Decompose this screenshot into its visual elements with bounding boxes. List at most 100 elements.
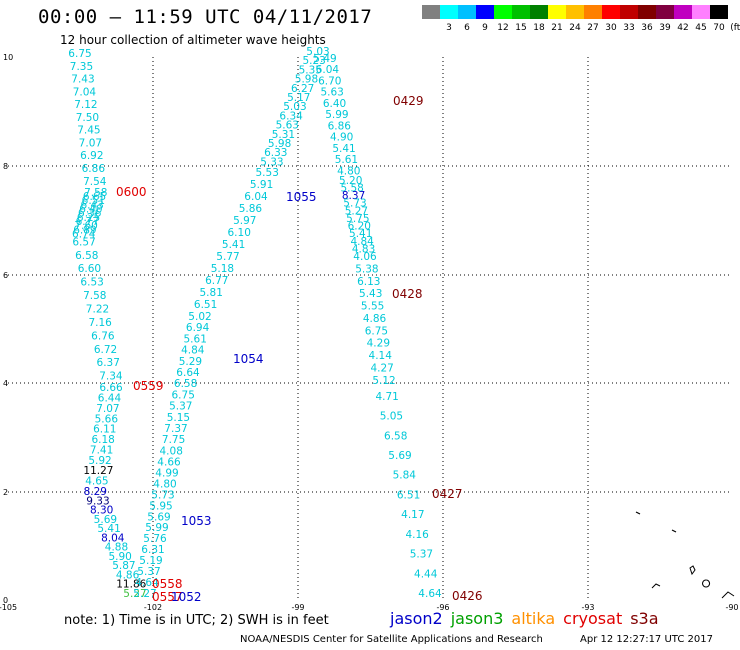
satellite-legend-jason2: jason2 — [390, 609, 443, 628]
wave-height-value: 7.12 — [74, 99, 97, 111]
wave-height-value: 5.03 — [283, 101, 306, 113]
wave-height-value: 4.86 — [116, 569, 140, 581]
legend-tick-label: (ft) — [730, 23, 740, 33]
wave-height-value: 5.23 — [302, 55, 325, 67]
wave-height-value: 8.29 — [84, 486, 107, 498]
pass-time-label: 0427 — [432, 487, 463, 501]
wave-height-value: 5.77 — [216, 251, 239, 263]
wave-height-value: 6.31 — [141, 544, 164, 556]
generated-timestamp: Apr 12 12:27:17 UTC 2017 — [580, 634, 713, 645]
pass-time-label: 1055 — [286, 190, 317, 204]
wave-height-value: 5.27 — [133, 588, 156, 600]
wave-height-value: 5.69 — [388, 450, 411, 462]
wave-height-value: 6.86 — [328, 120, 352, 132]
legend-tick-label: 42 — [677, 23, 689, 33]
footer-note: note: 1) Time is in UTC; 2) SWH is in fe… — [64, 613, 329, 628]
wave-height-value: 7.07 — [79, 137, 102, 149]
legend-tick-label: 30 — [605, 23, 617, 33]
wave-height-value: 7.50 — [76, 112, 99, 124]
map-grid — [8, 57, 732, 600]
wave-height-value: 6.77 — [205, 275, 228, 287]
wave-height-value: 4.64 — [418, 588, 442, 600]
wave-height-value: 6.18 — [91, 434, 114, 446]
wave-height-value: 5.29 — [179, 356, 202, 368]
wave-height-value: 5.90 — [108, 551, 131, 563]
pass-time-label: 0558 — [152, 577, 183, 591]
wave-height-value: 11.86 — [116, 579, 146, 591]
wave-height-value: 7.60 — [74, 220, 97, 232]
legend-swatch — [422, 5, 440, 19]
wave-height-value: 6.77 — [76, 216, 99, 228]
wave-height-value: 6.92 — [80, 150, 103, 162]
wave-height-value: 4.14 — [369, 350, 393, 362]
pass-time-label: 0429 — [393, 94, 424, 108]
wave-height-value: 7.16 — [88, 317, 112, 329]
legend-tick-label: 36 — [641, 23, 653, 33]
wave-height-value: 5.33 — [260, 156, 283, 168]
wave-height-value: 5.76 — [143, 533, 167, 545]
wave-height-value: 5.19 — [139, 555, 162, 567]
wave-height-value: 5.63 — [276, 120, 299, 132]
wave-height-value: 5.41 — [332, 143, 355, 155]
wave-height-value: 5.03 — [306, 46, 329, 58]
wave-height-value: 6.51 — [82, 195, 105, 207]
y-tick-label: 0 — [3, 596, 8, 605]
legend-tick-label: 18 — [533, 23, 545, 33]
legend-swatch — [494, 5, 512, 19]
wave-height-value: 6.57 — [72, 236, 95, 248]
wave-height-value: 6.43 — [80, 199, 103, 211]
legend-swatch — [584, 5, 602, 19]
wave-height-value: 6.75 — [68, 48, 91, 60]
wave-height-value: 5.84 — [393, 470, 417, 482]
wave-height-value: 7.41 — [90, 444, 113, 456]
legend-swatch — [656, 5, 674, 19]
wave-height-value: 5.58 — [340, 182, 363, 194]
wave-height-value: 4.06 — [353, 251, 377, 263]
map-title: 00:00 – 11:59 UTC 04/11/2017 — [38, 6, 373, 28]
wave-height-value: 4.16 — [405, 529, 429, 541]
wave-height-value: 5.81 — [200, 287, 223, 299]
wave-height-value: 7.34 — [99, 371, 123, 383]
wave-height-value: 5.18 — [211, 263, 234, 275]
wave-height-value: 6.34 — [279, 110, 303, 122]
wave-height-value: 5.05 — [380, 411, 403, 423]
legend-swatch — [674, 5, 692, 19]
wave-height-value: 6.75 — [365, 325, 388, 337]
wave-height-value: 5.27 — [123, 588, 146, 600]
wave-height-points: 6.757.357.437.047.127.507.457.076.926.86… — [68, 46, 442, 600]
wave-height-value: 6.53 — [80, 277, 103, 289]
x-tick-label: -96 — [436, 603, 449, 612]
wave-height-value: 6.40 — [79, 204, 102, 216]
wave-height-value: 7.22 — [86, 304, 109, 316]
pass-time-label: 0426 — [452, 589, 483, 603]
wave-height-value: 6.58 — [384, 430, 407, 442]
wave-height-value: 5.75 — [346, 213, 369, 225]
wave-height-value: 6.51 — [397, 489, 420, 501]
legend-tick-label: 12 — [497, 23, 509, 33]
wave-height-value: 5.15 — [167, 412, 190, 424]
wave-height-value: 5.61 — [184, 333, 207, 345]
wave-height-value: 5.86 — [239, 203, 263, 215]
x-tick-label: -90 — [725, 603, 738, 612]
wave-height-value: 4.84 — [350, 236, 374, 248]
legend-swatch — [710, 5, 728, 19]
wave-height-value: 5.43 — [359, 288, 382, 300]
wave-height-value: 7.75 — [162, 434, 185, 446]
y-tick-label: 8 — [3, 162, 8, 171]
satellite-legend: jason2 jason3 altika cryosat s3a — [390, 609, 667, 628]
wave-height-value: 6.25 — [77, 212, 100, 224]
wave-height-value: 4.64 — [135, 577, 159, 589]
legend-swatch — [476, 5, 494, 19]
wave-height-value: 5.95 — [149, 500, 172, 512]
x-tick-label: -102 — [144, 603, 162, 612]
wave-height-value: 6.64 — [176, 367, 200, 379]
wave-height-value: 5.53 — [256, 167, 279, 179]
wave-height-value: 5.41 — [97, 523, 120, 535]
legend-tick-label: 6 — [464, 23, 470, 33]
wave-height-value: 5.98 — [295, 74, 318, 86]
wave-height-value: 5.31 — [272, 129, 295, 141]
legend-tick-label: 24 — [569, 23, 581, 33]
wave-height-value: 4.08 — [160, 445, 183, 457]
wave-height-value: 5.66 — [95, 413, 119, 425]
